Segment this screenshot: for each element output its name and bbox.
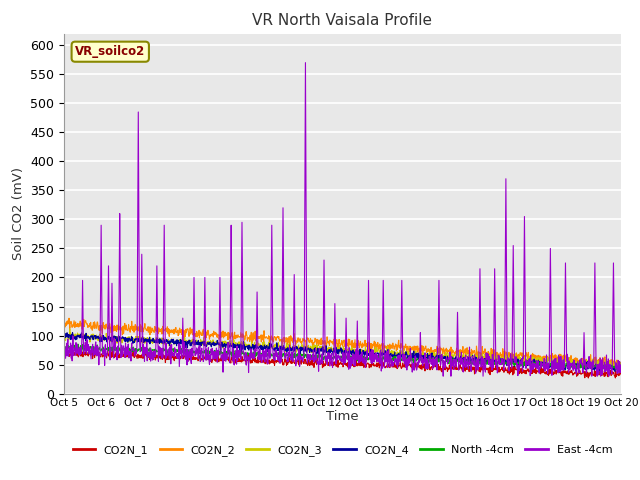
CO2N_4 — [60, 333, 68, 338]
Line: CO2N_3: CO2N_3 — [64, 329, 621, 367]
CO2N_4 — [502, 357, 509, 363]
East -4cm — [617, 368, 625, 373]
CO2N_3 — [614, 364, 621, 370]
CO2N_1 — [171, 355, 179, 360]
Line: CO2N_2: CO2N_2 — [64, 318, 621, 368]
CO2N_1 — [184, 354, 192, 360]
East -4cm — [429, 354, 437, 360]
CO2N_1 — [551, 367, 559, 373]
CO2N_2 — [184, 328, 192, 334]
East -4cm — [552, 363, 559, 369]
CO2N_3 — [184, 338, 192, 344]
North -4cm — [171, 348, 179, 354]
Legend: CO2N_1, CO2N_2, CO2N_3, CO2N_4, North -4cm, East -4cm: CO2N_1, CO2N_2, CO2N_3, CO2N_4, North -4… — [68, 440, 616, 460]
CO2N_2 — [429, 347, 437, 353]
CO2N_1 — [502, 368, 509, 373]
CO2N_4 — [551, 359, 559, 365]
Title: VR North Vaisala Profile: VR North Vaisala Profile — [252, 13, 433, 28]
CO2N_2 — [171, 330, 179, 336]
North -4cm — [246, 349, 254, 355]
CO2N_3 — [551, 358, 559, 363]
CO2N_4 — [68, 330, 76, 336]
CO2N_1 — [584, 375, 592, 381]
CO2N_2 — [246, 336, 254, 342]
CO2N_1 — [617, 371, 625, 376]
CO2N_2 — [65, 315, 73, 321]
Line: East -4cm: East -4cm — [64, 62, 621, 376]
North -4cm — [502, 360, 509, 365]
North -4cm — [429, 360, 437, 366]
Line: CO2N_4: CO2N_4 — [64, 333, 621, 372]
East -4cm — [502, 233, 510, 239]
CO2N_4 — [429, 355, 437, 361]
Line: North -4cm: North -4cm — [64, 344, 621, 370]
Text: VR_soilco2: VR_soilco2 — [75, 45, 145, 58]
Y-axis label: Soil CO2 (mV): Soil CO2 (mV) — [12, 167, 25, 260]
East -4cm — [60, 347, 68, 352]
East -4cm — [301, 60, 309, 65]
CO2N_4 — [617, 364, 625, 370]
CO2N_3 — [60, 336, 68, 342]
North -4cm — [74, 341, 82, 347]
CO2N_3 — [246, 346, 254, 351]
CO2N_4 — [171, 340, 179, 346]
CO2N_1 — [429, 365, 437, 371]
CO2N_2 — [617, 360, 625, 366]
X-axis label: Time: Time — [326, 410, 358, 423]
East -4cm — [246, 357, 254, 362]
CO2N_4 — [604, 369, 612, 374]
Line: CO2N_1: CO2N_1 — [64, 349, 621, 378]
East -4cm — [170, 354, 178, 360]
CO2N_3 — [429, 353, 437, 359]
CO2N_2 — [60, 320, 68, 325]
CO2N_4 — [184, 340, 192, 346]
CO2N_1 — [141, 347, 148, 352]
CO2N_1 — [246, 360, 254, 366]
CO2N_4 — [246, 346, 254, 352]
CO2N_3 — [502, 359, 509, 364]
CO2N_1 — [60, 349, 68, 355]
North -4cm — [617, 366, 625, 372]
North -4cm — [551, 361, 559, 367]
North -4cm — [184, 348, 192, 354]
East -4cm — [439, 373, 447, 379]
CO2N_3 — [171, 339, 179, 345]
North -4cm — [594, 367, 602, 373]
CO2N_3 — [66, 326, 74, 332]
CO2N_2 — [614, 365, 622, 371]
North -4cm — [60, 344, 68, 350]
East -4cm — [184, 347, 191, 352]
CO2N_3 — [617, 362, 625, 368]
CO2N_2 — [551, 352, 559, 358]
CO2N_2 — [502, 352, 509, 358]
